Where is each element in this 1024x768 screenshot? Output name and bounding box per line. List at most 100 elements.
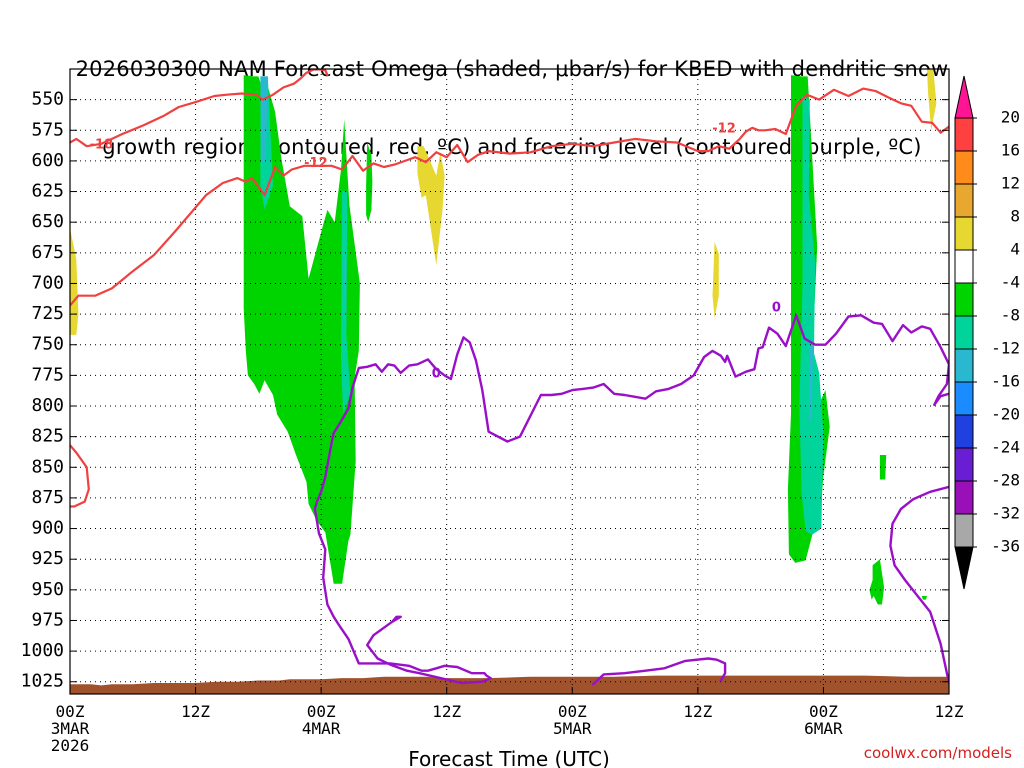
y-tick-label: 650: [31, 211, 64, 232]
contour-label-4: 0: [772, 300, 781, 315]
x-tick-label: 00Z: [809, 702, 838, 721]
omega-region-15: [927, 69, 937, 131]
omega-region-10: [344, 259, 347, 327]
colorbar-label: -36: [991, 537, 1020, 556]
dgz-contour-2: [70, 444, 90, 508]
omega-region-11: [808, 344, 813, 421]
colorbar-label: 8: [1010, 207, 1020, 226]
y-tick-label: 700: [31, 272, 64, 293]
colorbar-label: -8: [1001, 306, 1020, 325]
colorbar-label: -32: [991, 504, 1020, 523]
colorbar-label: -28: [991, 471, 1020, 490]
contour-label-1: -12: [304, 156, 328, 171]
colorbar-label: 12: [1001, 174, 1020, 193]
x-tick-label: 12Z: [181, 702, 210, 721]
contour-label-3: 0: [432, 367, 441, 382]
y-tick-label: 900: [31, 518, 64, 539]
x-tick-label: 12Z: [683, 702, 712, 721]
colorbar-label: 20: [1001, 108, 1020, 127]
watermark: coolwx.com/models: [863, 744, 1012, 762]
y-tick-label: 550: [31, 89, 64, 110]
y-tick-label: 675: [31, 242, 64, 263]
colorbar-label: 4: [1010, 240, 1020, 259]
x-tick-label: 2026: [51, 736, 90, 755]
y-tick-label: 625: [31, 181, 64, 202]
plot-frame: [69, 68, 950, 695]
x-tick-label: 00Z: [307, 702, 336, 721]
x-tick-label: 00Z: [56, 702, 85, 721]
colorbar-swatch: [954, 282, 974, 317]
colorbar-swatch: [954, 348, 974, 383]
omega-region-4: [869, 559, 885, 605]
grid-layer: [70, 69, 949, 694]
omega-region-0: [243, 75, 360, 584]
colorbar-swatch: [954, 150, 974, 185]
colorbar-swatch: [954, 381, 974, 416]
y-tick-label: 600: [31, 150, 64, 171]
x-tick-label: 5MAR: [553, 719, 592, 738]
y-tick-label: 725: [31, 303, 64, 324]
colorbar-swatch: [954, 315, 974, 350]
omega-region-8: [799, 96, 824, 535]
colorbar-top-arrow: [954, 75, 974, 119]
colorbar-swatch: [954, 414, 974, 449]
freezing-contour-3: [319, 314, 949, 493]
colorbar-swatch: [954, 183, 974, 218]
colorbar-label: -16: [991, 372, 1020, 391]
omega-region-1: [366, 142, 373, 223]
colorbar-label: -20: [991, 405, 1020, 424]
colorbar-label: 16: [1001, 141, 1020, 160]
y-axis: 550 575 600 625 650 675 700 725 750 775 800 825 850 8…: [21, 89, 949, 692]
x-tick-label: 00Z: [558, 702, 587, 721]
colorbar-swatch: [954, 513, 974, 548]
contour-label-0: -18: [90, 137, 114, 152]
colorbar-swatch: [954, 480, 974, 515]
x-tick-label: 12Z: [935, 702, 964, 721]
omega-shading-layer: [70, 69, 937, 605]
colorbar-label: -24: [991, 438, 1020, 457]
contour-layer: [70, 69, 949, 686]
y-tick-label: 925: [31, 548, 64, 569]
x-tick-label: 4MAR: [302, 719, 341, 738]
freezing-contour-5: [366, 615, 409, 672]
freezing-contour-7: [889, 485, 949, 685]
colorbar-bottom-arrow: [954, 546, 974, 590]
y-tick-label: 750: [31, 334, 64, 355]
dgz-contour-0: [70, 69, 329, 148]
contour-label-2: -12: [712, 122, 736, 137]
freezing-contour-4: [313, 490, 492, 685]
omega-region-12: [70, 228, 79, 335]
colorbar-label: -12: [991, 339, 1020, 358]
colorbar-label: -4: [1001, 273, 1020, 292]
colorbar: 20 16 12 8 4 -4 -8 -12 -16 -20 -24 -28 -32 -36: [954, 75, 1020, 590]
y-tick-label: 875: [31, 487, 64, 508]
colorbar-swatch: [954, 447, 974, 482]
omega-region-13: [417, 146, 445, 266]
colorbar-swatch: [954, 249, 974, 284]
x-axis-title: Forecast Time (UTC): [408, 747, 610, 768]
terrain-fill: [70, 675, 949, 694]
y-tick-label: 975: [31, 609, 64, 630]
x-tick-label: 3MAR: [51, 719, 90, 738]
x-tick-label: 12Z: [432, 702, 461, 721]
y-tick-label: 1025: [21, 671, 64, 692]
y-tick-label: 1000: [21, 640, 64, 661]
y-tick-label: 775: [31, 364, 64, 385]
colorbar-swatch: [954, 216, 974, 251]
contour-label-layer: -18 -12 -12 0 0: [90, 122, 781, 382]
dgz-contour-1: [70, 87, 949, 307]
y-tick-label: 825: [31, 426, 64, 447]
terrain-layer: [70, 675, 949, 694]
omega-region-3: [879, 455, 887, 480]
y-tick-label: 850: [31, 456, 64, 477]
y-tick-label: 950: [31, 579, 64, 600]
x-tick-label: 6MAR: [804, 719, 843, 738]
colorbar-swatch: [954, 117, 974, 152]
y-tick-label: 575: [31, 119, 64, 140]
omega-region-5: [921, 596, 927, 600]
omega-region-14: [712, 241, 719, 318]
y-tick-label: 800: [31, 395, 64, 416]
freezing-contour-6: [592, 657, 727, 686]
